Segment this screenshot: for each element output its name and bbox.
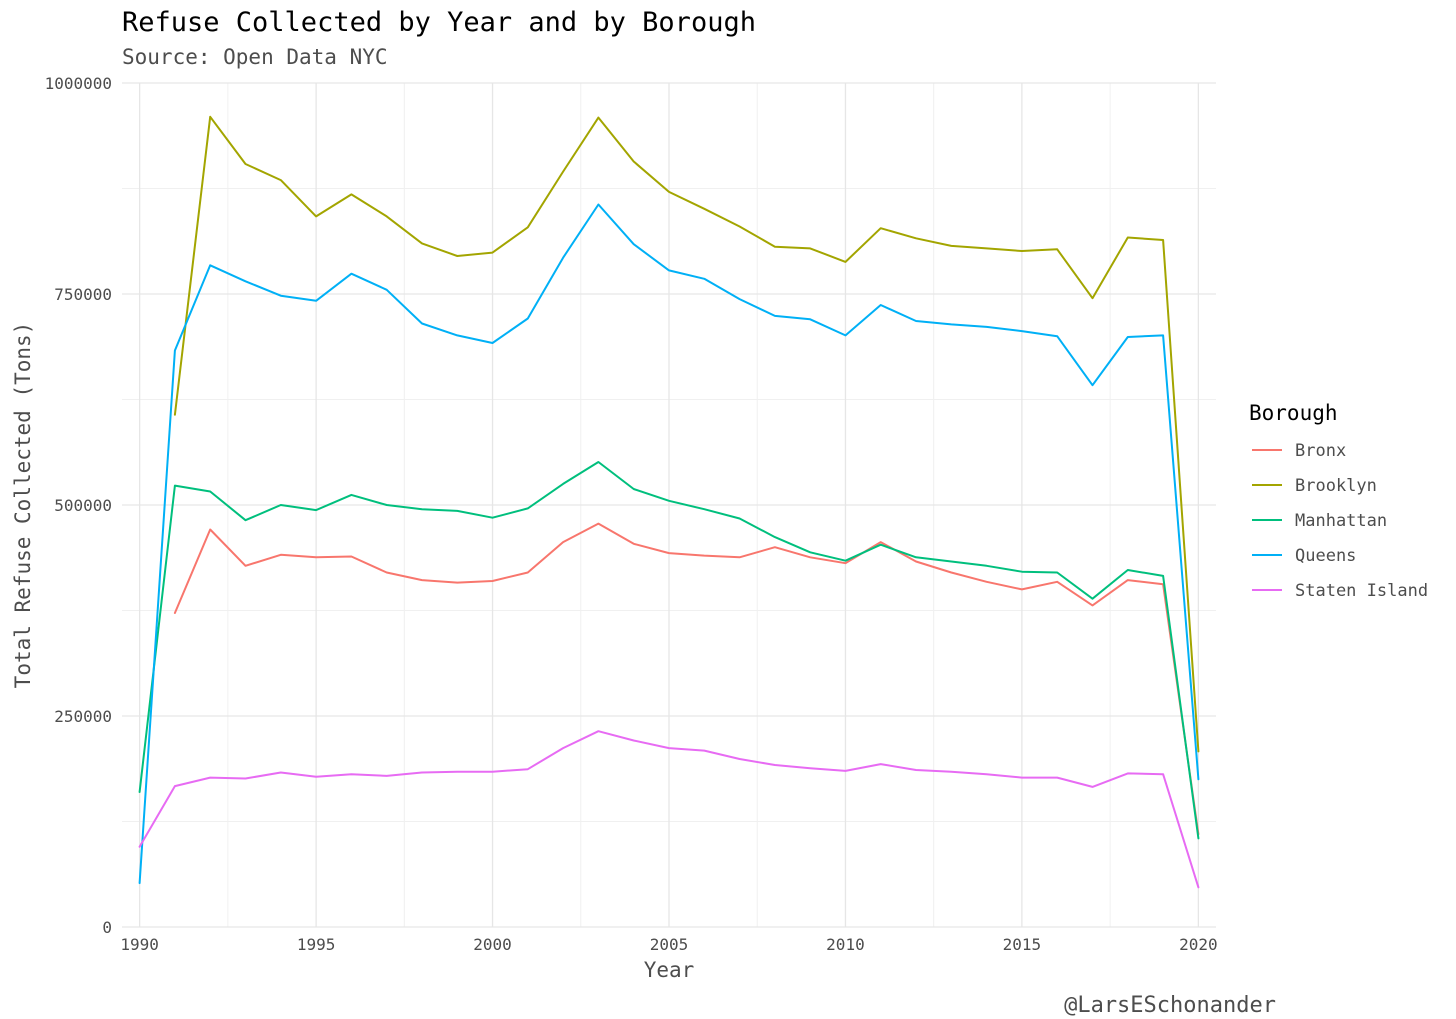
legend-label-bronx: Bronx	[1295, 441, 1346, 461]
legend-label-brooklyn: Brooklyn	[1295, 476, 1377, 496]
x-tick-label: 2000	[473, 935, 512, 954]
caption: @LarsESchonander	[1064, 993, 1276, 1018]
series-line-bronx	[173, 522, 1200, 836]
series-line-queens	[138, 203, 1200, 885]
y-axis-ticks: 0 250000 500000 750000 1000000	[45, 74, 112, 937]
x-tick-label: 1995	[297, 935, 336, 954]
series-line-staten-island	[138, 730, 1200, 889]
chart-title: Refuse Collected by Year and by Borough	[122, 7, 756, 38]
y-tick-label: 0	[102, 918, 112, 937]
legend-label-manhattan: Manhattan	[1295, 511, 1387, 531]
legend-label-queens: Queens	[1295, 546, 1356, 566]
series-lines	[138, 115, 1200, 889]
x-tick-label: 2005	[650, 935, 689, 954]
y-tick-label: 750000	[54, 285, 112, 304]
y-axis-title: Total Refuse Collected (Tons)	[11, 322, 35, 689]
plot-panel	[122, 82, 1216, 928]
grid	[122, 82, 1216, 928]
x-axis-ticks: 1990 1995 2000 2005 2010 2015 2020	[120, 935, 1217, 954]
legend-title: Borough	[1249, 401, 1338, 425]
chart-subtitle: Source: Open Data NYC	[122, 45, 388, 69]
y-tick-label: 250000	[54, 707, 112, 726]
series-line-brooklyn	[173, 115, 1200, 753]
x-tick-label: 1990	[120, 935, 159, 954]
y-tick-label: 1000000	[45, 74, 112, 93]
legend: Borough Bronx Brooklyn Manhattan Queens Stat…	[1249, 401, 1428, 601]
x-axis-title: Year	[644, 958, 695, 982]
legend-items: Bronx Brooklyn Manhattan Queens Staten Islan…	[1252, 441, 1428, 601]
x-tick-label: 2010	[826, 935, 865, 954]
legend-label-staten-island: Staten Island	[1295, 581, 1428, 601]
x-tick-label: 2015	[1003, 935, 1042, 954]
y-tick-label: 500000	[54, 496, 112, 515]
x-tick-label: 2020	[1179, 935, 1218, 954]
series-line-manhattan	[138, 461, 1200, 840]
